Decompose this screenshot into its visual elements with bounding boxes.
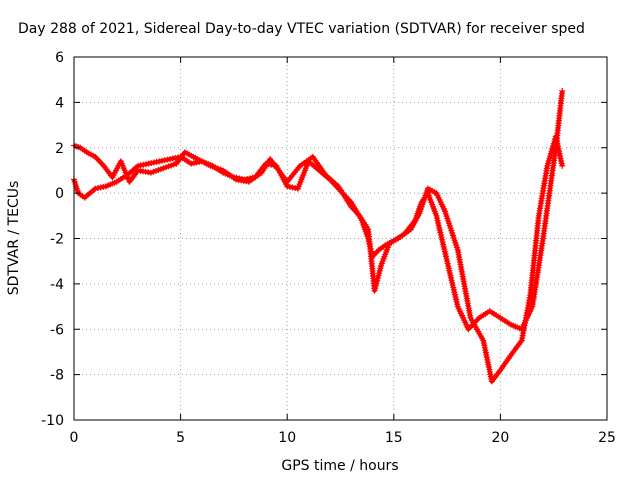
- y-tick-label: -10: [41, 413, 64, 429]
- y-tick-label: 0: [55, 186, 64, 202]
- y-tick-label: 2: [55, 141, 64, 157]
- data-point-marker: [559, 88, 566, 95]
- series-sdtvar-secondary: [71, 133, 566, 385]
- series-trace: [73, 134, 565, 384]
- axis-ticks: 0 5 10 15 20 25 -10 -8 -6 -4 -2 0 2 4 6: [41, 50, 616, 446]
- x-tick-label: 20: [491, 430, 509, 446]
- chart-title: Day 288 of 2021, Sidereal Day-to-day VTE…: [18, 21, 585, 37]
- y-tick-label: -4: [50, 277, 64, 293]
- y-tick-label: -8: [50, 368, 64, 384]
- x-tick-label: 10: [278, 430, 296, 446]
- y-tick-label: -2: [50, 232, 64, 248]
- series-sdtvar-main: [71, 88, 566, 333]
- data-point-marker: [559, 162, 566, 169]
- grid: [74, 57, 607, 420]
- y-tick-label: 4: [55, 95, 64, 111]
- x-axis-label: GPS time / hours: [281, 458, 398, 474]
- x-tick-label: 25: [598, 430, 616, 446]
- x-tick-label: 0: [70, 430, 79, 446]
- y-tick-label: -6: [50, 322, 64, 338]
- x-tick-label: 15: [385, 430, 403, 446]
- x-tick-label: 5: [176, 430, 185, 446]
- y-tick-label: 6: [55, 50, 64, 66]
- plot-frame: [73, 56, 608, 421]
- series-trace: [72, 90, 565, 332]
- y-axis-label: SDTVAR / TECUs: [6, 181, 22, 296]
- data-points: [71, 88, 566, 385]
